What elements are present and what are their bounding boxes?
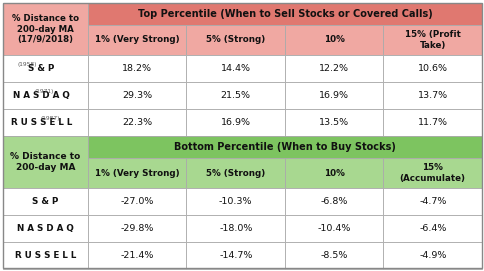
Text: -4.7%: -4.7% — [418, 197, 445, 206]
Text: 1% (Very Strong): 1% (Very Strong) — [95, 36, 179, 44]
Text: N A S D A Q: N A S D A Q — [17, 224, 74, 233]
Bar — [383, 25, 481, 55]
Bar — [88, 188, 186, 215]
Text: -10.3%: -10.3% — [219, 197, 252, 206]
Bar — [285, 55, 383, 82]
Text: Top Percentile (When to Sell Stocks or Covered Calls): Top Percentile (When to Sell Stocks or C… — [137, 9, 431, 19]
Bar — [285, 109, 383, 136]
Text: 14.4%: 14.4% — [220, 64, 250, 73]
Text: -4.9%: -4.9% — [418, 251, 445, 260]
Bar — [3, 188, 88, 215]
Text: 13.7%: 13.7% — [417, 91, 447, 100]
Text: 11.7%: 11.7% — [417, 118, 447, 127]
Bar — [88, 25, 186, 55]
Text: -14.7%: -14.7% — [219, 251, 252, 260]
Bar — [383, 82, 481, 109]
Bar — [186, 242, 285, 269]
Text: (1958): (1958) — [17, 62, 37, 67]
Bar — [3, 55, 88, 82]
Bar — [186, 188, 285, 215]
Text: -8.5%: -8.5% — [320, 251, 347, 260]
Bar — [285, 158, 383, 188]
Text: 22.3%: 22.3% — [122, 118, 152, 127]
Text: (1971): (1971) — [34, 89, 54, 94]
Text: 16.9%: 16.9% — [318, 91, 348, 100]
Text: -21.4%: -21.4% — [121, 251, 153, 260]
Bar — [88, 136, 481, 158]
Text: 15%
(Accumulate): 15% (Accumulate) — [399, 163, 465, 183]
Text: S & P: S & P — [28, 64, 55, 73]
Text: 10.6%: 10.6% — [417, 64, 447, 73]
Text: 29.3%: 29.3% — [122, 91, 152, 100]
Bar — [3, 82, 88, 109]
Text: % Distance to
200-day MA: % Distance to 200-day MA — [10, 152, 80, 172]
Text: S & P: S & P — [32, 197, 59, 206]
Text: Bottom Percentile (When to Buy Stocks): Bottom Percentile (When to Buy Stocks) — [174, 142, 395, 152]
Bar — [3, 215, 88, 242]
Bar — [88, 3, 481, 25]
Bar — [285, 242, 383, 269]
Text: 16.9%: 16.9% — [220, 118, 250, 127]
Text: 5% (Strong): 5% (Strong) — [206, 36, 265, 44]
Text: 18.2%: 18.2% — [122, 64, 152, 73]
Bar — [383, 242, 481, 269]
Text: 5% (Strong): 5% (Strong) — [206, 169, 265, 178]
Bar — [186, 55, 285, 82]
Bar — [88, 55, 186, 82]
Text: % Distance to
200-day MA
(17/9/2018): % Distance to 200-day MA (17/9/2018) — [12, 14, 79, 44]
Bar — [3, 109, 88, 136]
Text: -27.0%: -27.0% — [121, 197, 153, 206]
Text: 12.2%: 12.2% — [318, 64, 348, 73]
Bar — [88, 158, 186, 188]
Text: -18.0%: -18.0% — [219, 224, 252, 233]
Bar — [285, 188, 383, 215]
Text: N A S D A Q: N A S D A Q — [13, 91, 70, 100]
Bar — [383, 215, 481, 242]
Bar — [88, 242, 186, 269]
Bar — [383, 109, 481, 136]
Bar — [285, 25, 383, 55]
Bar — [383, 158, 481, 188]
Text: 15% (Profit
Take): 15% (Profit Take) — [404, 30, 460, 50]
Bar — [285, 82, 383, 109]
Bar — [186, 109, 285, 136]
Bar — [186, 215, 285, 242]
Text: (1987): (1987) — [40, 116, 60, 121]
Bar — [3, 3, 88, 55]
Text: R U S S E L L: R U S S E L L — [15, 251, 76, 260]
Text: 21.5%: 21.5% — [220, 91, 250, 100]
Text: R U S S E L L: R U S S E L L — [11, 118, 72, 127]
Bar — [383, 55, 481, 82]
Text: 10%: 10% — [323, 36, 344, 44]
Bar — [88, 82, 186, 109]
Text: 13.5%: 13.5% — [318, 118, 348, 127]
Text: -6.4%: -6.4% — [418, 224, 445, 233]
Text: 1% (Very Strong): 1% (Very Strong) — [95, 169, 179, 178]
Text: -10.4%: -10.4% — [317, 224, 350, 233]
Bar — [186, 158, 285, 188]
Bar — [285, 215, 383, 242]
Text: -29.8%: -29.8% — [121, 224, 153, 233]
Bar — [88, 109, 186, 136]
Bar — [186, 82, 285, 109]
Bar — [3, 136, 88, 188]
Bar — [88, 215, 186, 242]
Bar — [383, 188, 481, 215]
Bar — [3, 242, 88, 269]
Bar — [186, 25, 285, 55]
Text: 10%: 10% — [323, 169, 344, 178]
Text: -6.8%: -6.8% — [320, 197, 347, 206]
